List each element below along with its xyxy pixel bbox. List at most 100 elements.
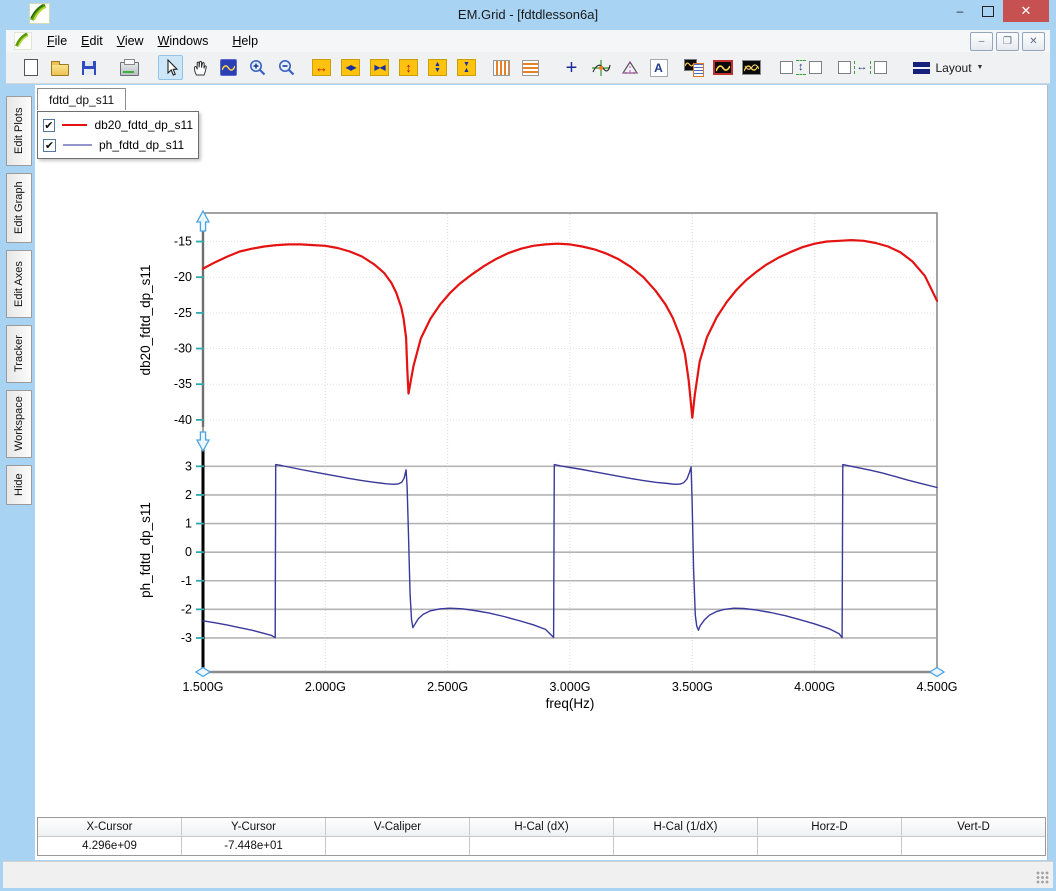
document-logo-icon <box>14 32 32 50</box>
mdi-window-controls: – ❐ ✕ <box>970 32 1045 51</box>
v-split-right-checkbox[interactable] <box>809 61 822 74</box>
h-split-group[interactable]: ↔ <box>838 61 887 74</box>
single-graph-icon <box>713 60 733 75</box>
h-full-zoom-button[interactable]: ↔ <box>309 55 334 80</box>
legend-checkbox[interactable]: ✔ <box>43 139 56 152</box>
v-zoom-icon: ▲▼ <box>428 59 447 76</box>
v-split-group[interactable]: ↕ <box>780 60 822 75</box>
mdi-minimize-button[interactable]: – <box>970 32 993 51</box>
open-folder-icon <box>51 64 69 76</box>
vertical-grid-button[interactable] <box>489 55 514 80</box>
menu-edit[interactable]: Edit <box>74 32 110 50</box>
cursor-readout-table: X-Cursor Y-Cursor V-Caliper H-Cal (dX) H… <box>37 817 1046 856</box>
col-vert-d: Vert-D <box>902 818 1045 836</box>
window-title: EM.Grid - [fdtdlesson6a] <box>0 7 1056 22</box>
horizontal-grid-icon <box>522 60 539 76</box>
svg-text:4.000G: 4.000G <box>794 680 835 694</box>
layout-dropdown[interactable]: Layout ▼ <box>909 59 988 77</box>
zoom-out-button[interactable] <box>274 55 299 80</box>
v-full-zoom-button[interactable]: ↕ <box>396 55 421 80</box>
h-split-right-checkbox[interactable] <box>874 61 887 74</box>
h-zoom-button[interactable]: ◀▶ <box>338 55 363 80</box>
legend-button[interactable] <box>681 55 706 80</box>
h-zoom-icon: ◀▶ <box>341 59 360 76</box>
sidebar-tab-tracker[interactable]: Tracker <box>6 325 32 383</box>
legend-icon <box>684 59 704 77</box>
resize-grip[interactable] <box>1036 871 1049 884</box>
menu-view[interactable]: View <box>110 32 151 50</box>
sidebar-tab-edit-axes[interactable]: Edit Axes <box>6 250 32 318</box>
menu-file[interactable]: File <box>40 32 74 50</box>
h-compress-button[interactable]: ▶◀ <box>367 55 392 80</box>
menu-bar: File Edit View Windows Help – ❐ ✕ <box>6 30 1050 52</box>
h-full-zoom-icon: ↔ <box>312 59 331 76</box>
new-file-button[interactable] <box>18 55 43 80</box>
legend-line-sample <box>62 124 88 126</box>
v-caliper-value <box>326 837 470 855</box>
h-split-arrows-icon: ↔ <box>854 61 871 74</box>
svg-text:2: 2 <box>185 488 192 502</box>
svg-text:ph_fdtd_dp_s11: ph_fdtd_dp_s11 <box>138 502 153 598</box>
emgrid-window: { "window": { "title": "EM.Grid - [fdtdl… <box>0 0 1056 891</box>
multi-graph-icon <box>742 60 761 75</box>
axes-cross-button[interactable]: + <box>559 55 584 80</box>
svg-text:3: 3 <box>185 459 192 473</box>
close-button[interactable]: ✕ <box>1003 0 1049 22</box>
horizontal-grid-button[interactable] <box>518 55 543 80</box>
h-compress-icon: ▶◀ <box>370 59 389 76</box>
v-compress-button[interactable]: ▼▲ <box>454 55 479 80</box>
legend-item: ✔ ph_fdtd_dp_s11 <box>43 135 193 155</box>
minimize-button[interactable]: – <box>946 0 974 22</box>
v-zoom-button[interactable]: ▲▼ <box>425 55 450 80</box>
pan-tool-button[interactable] <box>187 55 212 80</box>
sidebar-tab-edit-graph[interactable]: Edit Graph <box>6 173 32 243</box>
document-tab[interactable]: fdtd_dp_s11 <box>37 88 126 110</box>
menu-help[interactable]: Help <box>225 32 265 50</box>
col-h-cal-dx: H-Cal (dX) <box>470 818 614 836</box>
plot-canvas[interactable]: -15-20-25-30-35-40db20_fdtd_dp_s113210-1… <box>35 85 1047 815</box>
sidebar: Edit Plots Edit Graph Edit Axes Tracker … <box>0 85 35 888</box>
save-button[interactable] <box>76 55 101 80</box>
print-button[interactable] <box>117 55 142 80</box>
col-v-caliper: V-Caliper <box>326 818 470 836</box>
svg-text:db20_fdtd_dp_s11: db20_fdtd_dp_s11 <box>138 265 153 376</box>
mdi-restore-button[interactable]: ❐ <box>996 32 1019 51</box>
text-label-icon: A <box>650 59 668 77</box>
svg-text:3.000G: 3.000G <box>549 680 590 694</box>
menu-windows[interactable]: Windows <box>151 32 216 50</box>
v-split-arrows-icon: ↕ <box>796 60 806 75</box>
zoom-in-button[interactable] <box>245 55 270 80</box>
col-x-cursor: X-Cursor <box>38 818 182 836</box>
new-file-icon <box>24 59 38 76</box>
zoom-out-icon <box>277 58 296 77</box>
v-split-left-checkbox[interactable] <box>780 61 793 74</box>
sidebar-tab-hide[interactable]: Hide <box>6 465 32 505</box>
svg-text:2.000G: 2.000G <box>305 680 346 694</box>
svg-text:-2: -2 <box>181 602 192 616</box>
svg-text:-15: -15 <box>174 235 192 249</box>
legend-checkbox[interactable]: ✔ <box>43 119 55 132</box>
sidebar-tab-edit-plots[interactable]: Edit Plots <box>6 96 32 166</box>
legend-item: ✔ db20_fdtd_dp_s11 <box>43 115 193 135</box>
tracker-button[interactable] <box>588 55 613 80</box>
col-y-cursor: Y-Cursor <box>182 818 326 836</box>
h-cal-dx-value <box>470 837 614 855</box>
y-cursor-value: -7.448e+01 <box>182 837 326 855</box>
open-file-button[interactable] <box>47 55 72 80</box>
zoom-window-button[interactable] <box>216 55 241 80</box>
multi-graph-button[interactable] <box>739 55 764 80</box>
h-split-left-checkbox[interactable] <box>838 61 851 74</box>
svg-text:-3: -3 <box>181 631 192 645</box>
h-cal-1dx-value <box>614 837 758 855</box>
single-graph-button[interactable] <box>710 55 735 80</box>
select-tool-button[interactable] <box>158 55 183 80</box>
status-bar <box>3 861 1053 888</box>
cursor-table-header-row: X-Cursor Y-Cursor V-Caliper H-Cal (dX) H… <box>38 818 1045 837</box>
text-label-button[interactable]: A <box>646 55 671 80</box>
zoom-window-icon <box>220 59 237 76</box>
svg-text:4.500G: 4.500G <box>916 680 957 694</box>
delta-marker-button[interactable] <box>617 55 642 80</box>
sidebar-tab-workspace[interactable]: Workspace <box>6 390 32 458</box>
mdi-close-button[interactable]: ✕ <box>1022 32 1045 51</box>
maximize-button[interactable] <box>974 0 1002 22</box>
